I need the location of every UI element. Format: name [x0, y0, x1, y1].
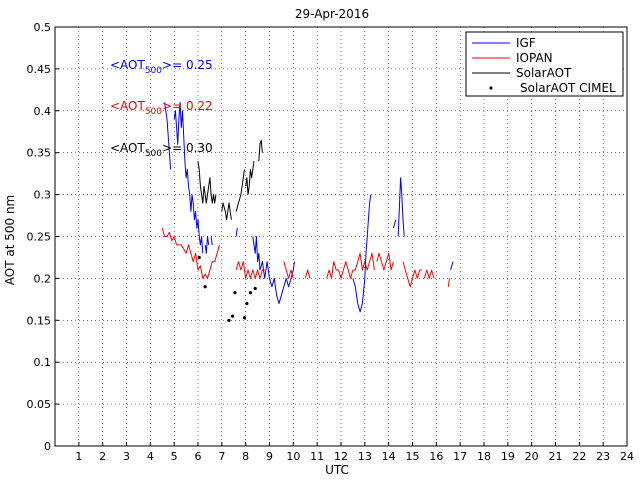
series-line-igf: [235, 228, 238, 237]
x-tick-label: 17: [453, 450, 467, 463]
x-tick-label: 24: [620, 450, 634, 463]
series-line-iopan: [161, 227, 220, 279]
x-tick-label: 21: [549, 450, 563, 463]
x-tick-label: 1: [75, 450, 82, 463]
series-line-iopan: [402, 261, 422, 288]
y-tick-label: 0: [44, 440, 51, 453]
x-tick-label: 3: [123, 450, 130, 463]
series-line-igf: [392, 219, 397, 229]
annotation-layer: <AOT500>= 0.25 <AOT500>= 0.22 <AOT500>= 0.…: [110, 58, 213, 159]
series-line-igf: [210, 236, 213, 245]
x-tick-label: 7: [218, 450, 225, 463]
data-point-solaraot-cimel: [227, 318, 231, 322]
data-point-solaraot-cimel: [245, 301, 249, 306]
series-line-solaraot: [258, 139, 263, 162]
x-tick-label: 14: [382, 450, 396, 463]
y-tick-label: 0.35: [27, 147, 52, 160]
y-tick-label: 0.15: [27, 314, 52, 327]
x-axis-title: UTC: [325, 463, 349, 477]
legend-label-igf: IGF: [516, 36, 536, 50]
y-tick-label: 0.5: [34, 21, 52, 34]
y-tick-label: 0.2: [34, 272, 52, 285]
y-tick-label: 0.05: [27, 398, 52, 411]
series-igf: [164, 101, 454, 313]
x-tick-label: 16: [429, 450, 443, 463]
tick-layer: 1 2 3 4 5 6 7 8 9 10 11 12 13 14 15 16 17 18 19 20 21 22 23 240…: [27, 21, 635, 463]
x-tick-label: 2: [99, 450, 106, 463]
series-line-iopan: [447, 278, 450, 287]
legend-label-iopan: IOPAN: [516, 51, 553, 65]
data-point-solaraot-cimel: [230, 314, 235, 318]
mean-annotation: <AOT500>= 0.25: [110, 58, 213, 76]
x-tick-label: 23: [596, 450, 610, 463]
x-tick-label: 5: [171, 450, 178, 463]
series-line-igf: [397, 177, 405, 237]
series-line-solaraot: [221, 202, 232, 221]
series-line-iopan: [423, 269, 435, 279]
x-tick-label: 19: [501, 450, 515, 463]
y-tick-label: 0.4: [34, 105, 52, 118]
x-tick-label: 4: [147, 450, 154, 463]
series-line-iopan: [326, 252, 375, 279]
series-line-iopan: [304, 269, 311, 279]
y-tick-label: 0.3: [34, 189, 52, 202]
series-line-igf: [252, 236, 295, 304]
x-tick-label: 6: [195, 450, 202, 463]
data-point-solaraot-cimel: [253, 286, 257, 291]
x-tick-label: 13: [358, 450, 372, 463]
data-point-solaraot-cimel: [242, 316, 247, 320]
plot-border: [54, 26, 628, 447]
data-point-solaraot-cimel: [203, 285, 207, 289]
data-point-solaraot-cimel: [197, 255, 201, 260]
y-tick-label: 0.25: [27, 231, 52, 244]
series-line-iopan: [235, 261, 265, 279]
series-solaraot-cimel: [197, 255, 257, 322]
x-tick-label: 10: [286, 450, 300, 463]
series-line-igf: [352, 194, 372, 313]
y-tick-label: 0.45: [27, 63, 52, 76]
y-axis-title: AOT at 500 nm: [3, 195, 17, 285]
data-point-solaraot-cimel: [233, 291, 237, 295]
x-tick-label: 9: [266, 450, 273, 463]
x-tick-label: 18: [477, 450, 491, 463]
series-line-iopan: [283, 261, 294, 279]
series-solaraot: [197, 139, 263, 221]
series-line-solaraot: [235, 169, 245, 212]
data-point-solaraot-cimel: [248, 291, 253, 295]
mean-annotation: <AOT500>= 0.30: [110, 141, 213, 159]
chart-title: 29-Apr-2016: [295, 7, 369, 21]
x-tick-label: 12: [334, 450, 348, 463]
mean-annotation: <AOT500>= 0.22: [110, 99, 213, 117]
legend-swatch-solaraot-cimel: [489, 86, 493, 90]
series-line-iopan: [376, 252, 394, 271]
series-iopan: [161, 227, 450, 288]
series-line-igf: [164, 102, 172, 170]
series-line-igf: [204, 236, 210, 254]
series-line-solaraot: [245, 161, 255, 196]
series-layer: [161, 101, 454, 322]
y-tick-label: 0.1: [34, 356, 52, 369]
x-tick-label: 11: [310, 450, 324, 463]
x-tick-label: 8: [242, 450, 249, 463]
series-line-solaraot: [197, 161, 217, 204]
series-line-igf: [173, 101, 204, 254]
x-tick-label: 20: [525, 450, 539, 463]
legend-label-solaraot-cimel: SolarAOT CIMEL: [520, 81, 616, 95]
x-tick-label: 15: [406, 450, 420, 463]
plot-area: 1 2 3 4 5 6 7 8 9 10 11 12 13 14 15 16 17 18 19 20 21 22 23 240…: [27, 21, 635, 463]
x-tick-label: 22: [572, 450, 586, 463]
legend-label-solaraot: SolarAOT: [516, 66, 572, 80]
series-line-igf: [450, 261, 454, 271]
